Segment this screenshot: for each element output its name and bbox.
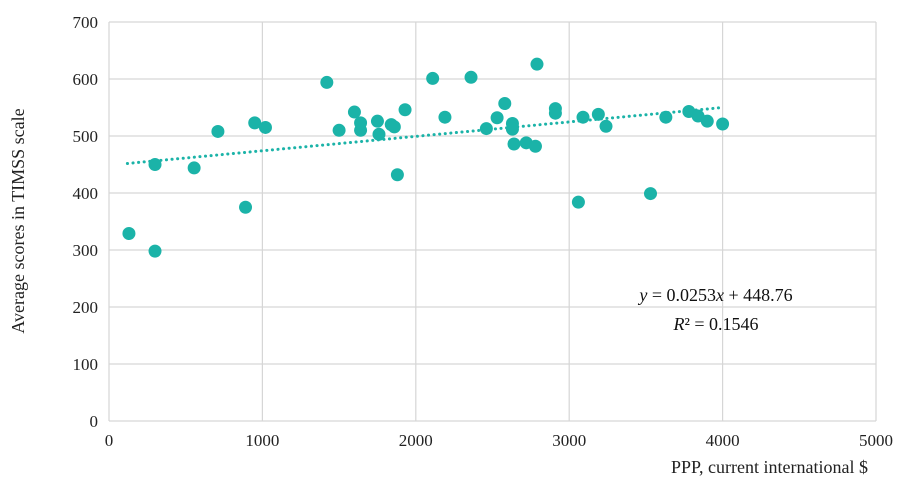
r-squared-label: R² = 0.1546 xyxy=(672,314,758,334)
y-tick-label: 300 xyxy=(73,241,99,260)
data-point xyxy=(464,70,478,84)
data-point xyxy=(438,110,452,124)
y-tick-label: 700 xyxy=(73,13,99,32)
data-point xyxy=(528,139,542,153)
data-point xyxy=(187,161,201,175)
data-point xyxy=(426,71,440,85)
data-point xyxy=(398,103,412,117)
data-point xyxy=(122,226,136,240)
y-axis-title: Average scores in TIMSS scale xyxy=(8,108,28,333)
y-tick-label: 600 xyxy=(73,70,99,89)
data-point xyxy=(498,97,512,111)
data-point xyxy=(571,195,585,209)
data-point xyxy=(576,110,590,124)
data-point xyxy=(644,187,658,201)
data-point xyxy=(320,75,334,89)
data-point xyxy=(548,106,562,120)
data-point xyxy=(591,107,605,121)
data-point xyxy=(148,244,162,258)
x-tick-label: 0 xyxy=(105,431,114,450)
x-tick-label: 4000 xyxy=(706,431,740,450)
data-point xyxy=(372,127,386,141)
x-tick-label: 1000 xyxy=(245,431,279,450)
y-tick-label: 200 xyxy=(73,298,99,317)
data-point xyxy=(211,124,225,138)
y-tick-label: 400 xyxy=(73,184,99,203)
x-axis-title: PPP, current international $ xyxy=(671,457,868,477)
data-point xyxy=(599,119,613,133)
data-point xyxy=(505,122,519,136)
data-point xyxy=(659,110,673,124)
x-tick-label: 3000 xyxy=(552,431,586,450)
data-point xyxy=(700,114,714,128)
data-point xyxy=(387,120,401,134)
x-tick-labels: 0 1000 2000 3000 4000 5000 xyxy=(105,431,893,450)
data-point xyxy=(716,117,730,131)
data-point xyxy=(248,116,262,130)
data-point xyxy=(530,57,544,71)
data-point xyxy=(347,105,361,119)
y-tick-label: 500 xyxy=(73,127,99,146)
data-point xyxy=(239,200,253,214)
y-tick-label: 0 xyxy=(90,412,99,431)
trendline xyxy=(125,106,725,165)
x-tick-label: 2000 xyxy=(399,431,433,450)
data-point xyxy=(370,114,384,128)
data-point xyxy=(490,111,504,125)
y-tick-labels: 0 100 200 300 400 500 600 700 xyxy=(73,13,99,431)
trendline-equation: y = 0.0253x + 448.76 xyxy=(637,285,792,305)
trendline-group xyxy=(125,106,725,165)
data-points xyxy=(122,57,730,258)
x-tick-label: 5000 xyxy=(859,431,893,450)
data-point xyxy=(354,116,368,130)
data-point xyxy=(258,120,272,134)
gridlines xyxy=(108,21,877,422)
y-tick-label: 100 xyxy=(73,355,99,374)
data-point xyxy=(332,123,346,137)
data-point xyxy=(390,168,404,182)
data-point xyxy=(479,122,493,136)
data-point xyxy=(148,158,162,171)
data-point xyxy=(507,137,521,151)
